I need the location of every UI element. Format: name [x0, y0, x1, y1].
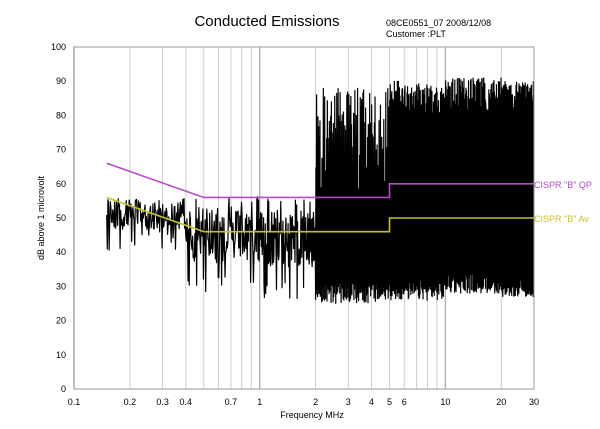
- limit-label-av: CISPR "B" Av: [534, 214, 589, 224]
- plot-frame: [73, 46, 535, 390]
- y-tick-label: 100: [51, 42, 66, 52]
- x-tick-label: 5: [387, 397, 392, 407]
- y-axis-label: dB above 1 microvolt: [36, 175, 46, 260]
- x-axis-ticks: 0.1 0.2 0.3 0.4 0.7 1 2 3 4 5 6 10 20 30: [68, 397, 539, 407]
- x-tick-label: 0.3: [156, 397, 169, 407]
- plot-border: [73, 46, 535, 390]
- customer-label: Customer :PLT: [386, 29, 446, 39]
- y-tick-label: 70: [56, 145, 66, 155]
- limit-line-qp: [106, 162, 534, 199]
- emission-trace-line: [106, 77, 535, 304]
- x-axis-label: Frequency MHz: [280, 410, 344, 420]
- emission-trace: [106, 77, 535, 304]
- y-axis-ticks: 0 10 20 30 40 50 60 70 80 90 100: [51, 42, 66, 394]
- x-tick-label: 0.1: [68, 397, 81, 407]
- x-tick-label: 0.4: [180, 397, 193, 407]
- y-tick-label: 50: [56, 213, 66, 223]
- x-tick-label: 0.2: [124, 397, 137, 407]
- limit-label-qp: CISPR "B" QP: [534, 180, 592, 190]
- x-tick-label: 0.7: [225, 397, 238, 407]
- y-tick-label: 90: [56, 76, 66, 86]
- x-tick-label: 20: [496, 397, 506, 407]
- y-tick-label: 60: [56, 179, 66, 189]
- y-tick-label: 40: [56, 247, 66, 257]
- x-tick-label: 3: [346, 397, 351, 407]
- limit-lines: [106, 162, 534, 233]
- y-tick-label: 80: [56, 110, 66, 120]
- y-tick-label: 0: [61, 384, 66, 394]
- limit-line-av: [106, 196, 534, 233]
- report-id: 08CE0551_07 2008/12/08: [386, 18, 491, 28]
- x-tick-label: 2: [313, 397, 318, 407]
- y-tick-label: 30: [56, 281, 66, 291]
- x-tick-label: 4: [369, 397, 374, 407]
- x-tick-label: 1: [257, 397, 262, 407]
- chart-title: Conducted Emissions: [194, 13, 339, 30]
- y-tick-label: 10: [56, 350, 66, 360]
- x-tick-label: 30: [529, 397, 539, 407]
- x-tick-label: 6: [402, 397, 407, 407]
- x-tick-label: 10: [440, 397, 450, 407]
- y-tick-label: 20: [56, 316, 66, 326]
